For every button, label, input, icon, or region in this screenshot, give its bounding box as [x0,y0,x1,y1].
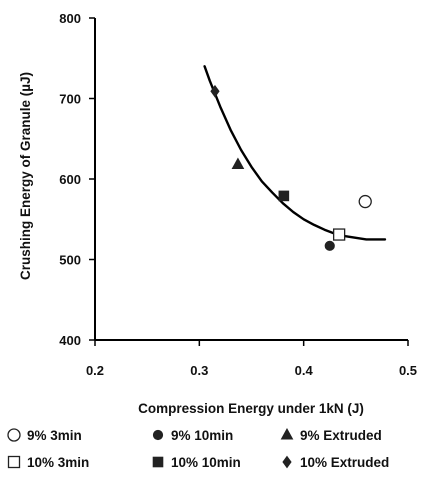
fit-curve [203,65,387,241]
legend-label: 9% 10min [171,428,233,443]
x-tick-label: 0.2 [86,363,104,378]
y-tick-label: 700 [59,92,81,107]
y-tick-label: 500 [59,253,81,268]
legend-item: 9% Extruded [280,427,382,443]
legend-marker-square-open [7,455,21,469]
legend-item: 9% 10min [152,428,233,443]
data-point-circle-open [358,194,372,209]
y-tick-label: 400 [59,333,81,348]
legend-label: 9% 3min [27,428,82,443]
legend-marker-circle-open [7,428,21,442]
x-tick-label: 0.4 [295,363,314,378]
x-tick-label: 0.5 [399,363,417,378]
legend-marker-square-filled [152,456,164,468]
data-point-triangle-filled [231,157,245,170]
legend-marker-diamond-filled [282,455,292,469]
data-point-diamond-filled [210,84,220,98]
legend-item: 10% 10min [152,455,241,470]
legend-item: 10% 3min [7,455,89,470]
y-axis-title: Crushing Energy of Granule (µJ) [18,72,33,280]
x-axis-title: Compression Energy under 1kN (J) [138,401,364,416]
legend-label: 10% 3min [27,455,89,470]
data-point-circle-filled [324,240,335,251]
y-tick-label: 600 [59,172,81,187]
data-points [210,84,372,251]
x-tick-label: 0.3 [190,363,208,378]
data-point-square-open [332,228,346,241]
axes: 0.2 0.3 0.4 0.5 400 500 600 700 800 [59,11,417,378]
legend-marker-circle-filled [152,429,164,441]
legend-label: 10% 10min [171,455,241,470]
fit-curve-layer [203,65,387,241]
legend-item: 10% Extruded [282,455,389,470]
data-point-square-filled [278,190,290,202]
legend-marker-triangle-filled [280,427,294,440]
legend-item: 9% 3min [7,428,82,443]
legend-label: 9% Extruded [300,428,382,443]
legend-label: 10% Extruded [300,455,389,470]
legend: 9% 3min 9% 10min 9% Extruded 10% 3min 10% 10… [7,427,389,470]
y-tick-label: 800 [59,11,81,26]
